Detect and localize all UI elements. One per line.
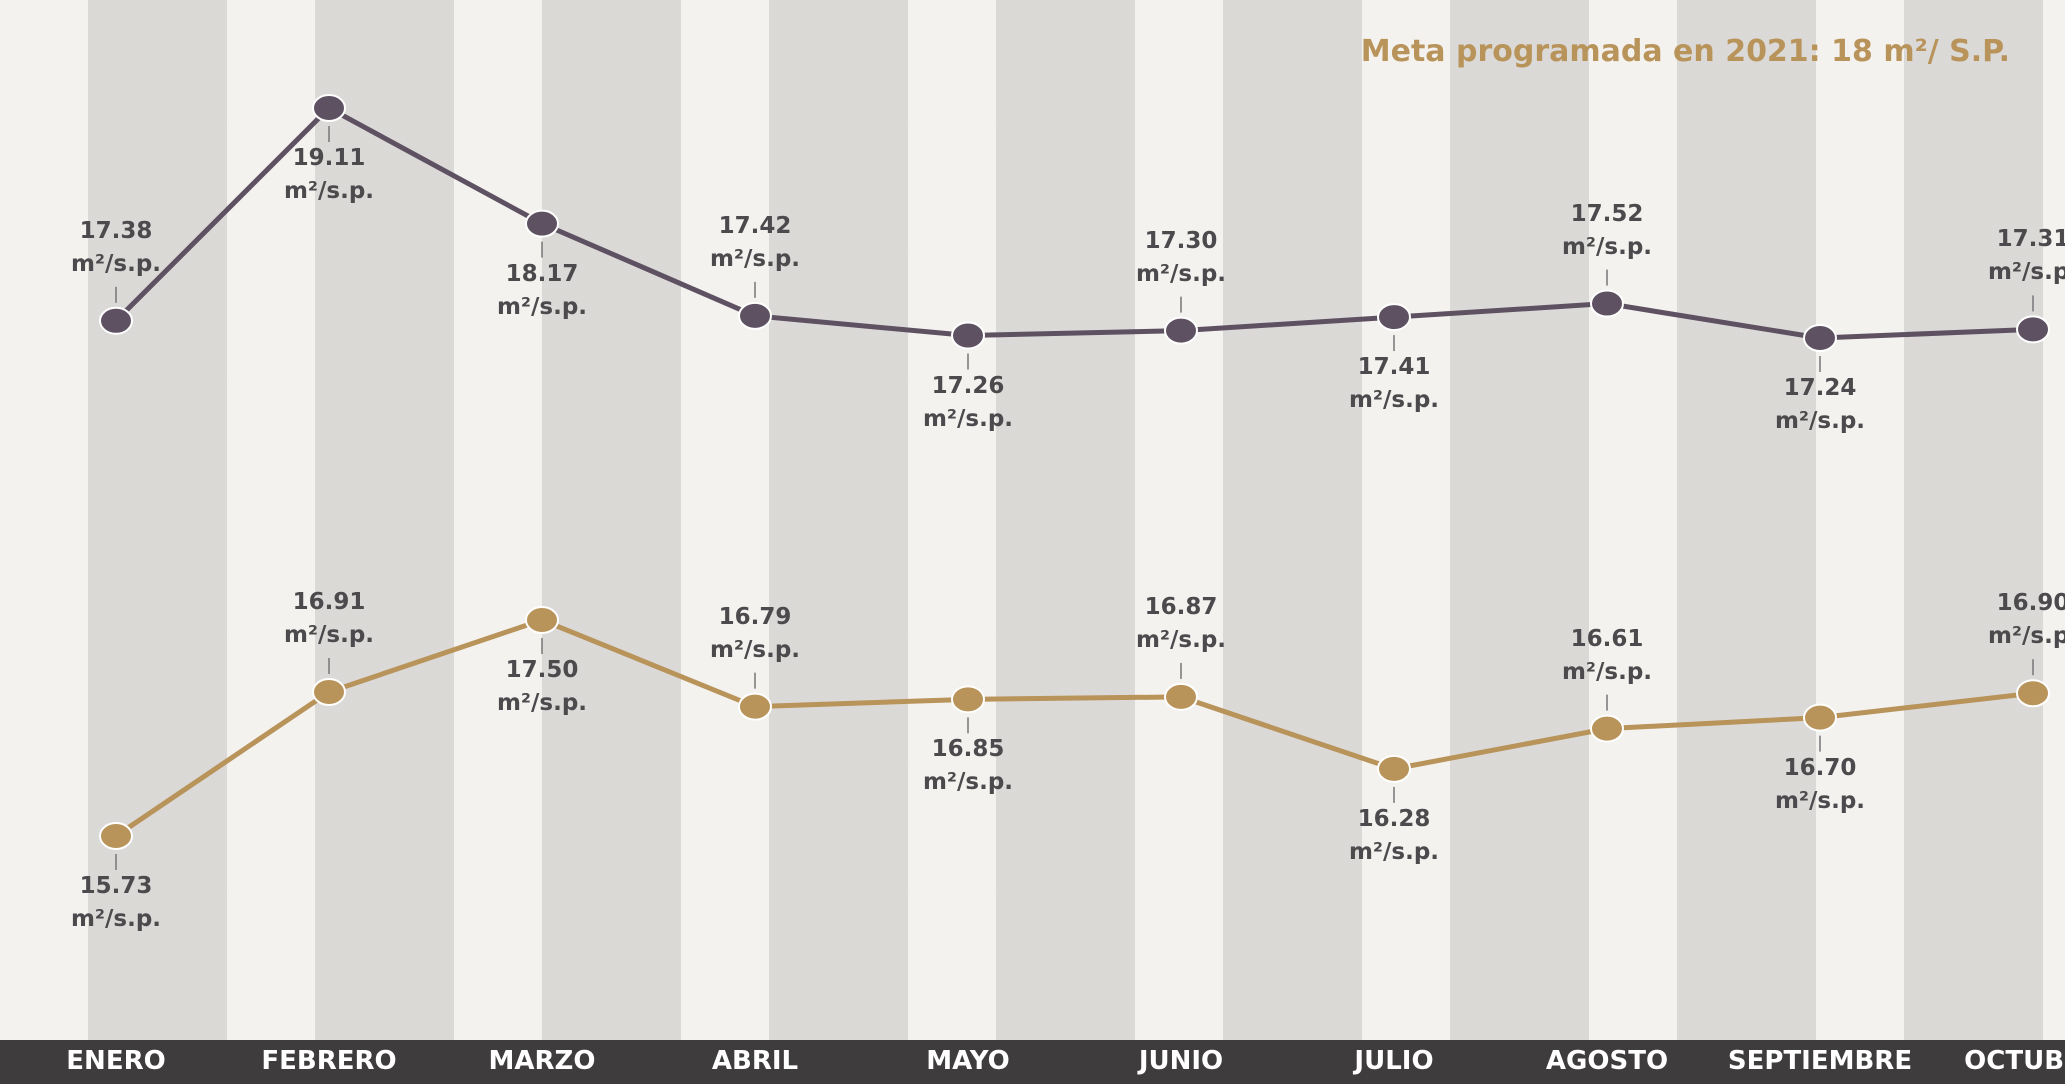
- series-line: [114, 104, 2034, 341]
- data-label: 19.11 m²/s.p.: [283, 145, 375, 204]
- data-label: 17.26 m²/s.p.: [922, 372, 1014, 432]
- x-tick-label: ENERO: [66, 1046, 166, 1076]
- data-label: 16.87 m²/s.p.: [1135, 593, 1227, 653]
- x-tick-label: ABRIL: [711, 1046, 799, 1076]
- point: [1590, 714, 1624, 743]
- point: [525, 606, 559, 634]
- point: [2016, 679, 2050, 708]
- data-label: 17.52 m²/s.p.: [1561, 200, 1653, 260]
- point: [312, 94, 346, 122]
- point: [1164, 316, 1198, 345]
- point: [1803, 324, 1837, 352]
- data-label: 17.30 m²/s.p.: [1135, 227, 1227, 287]
- category-bar: [0, 1040, 2065, 1084]
- data-label: 17.41 m²/s.p.: [1348, 354, 1440, 414]
- x-tick-label: MARZO: [488, 1046, 596, 1076]
- point: [2016, 315, 2050, 344]
- data-label: 16.90 m²/s.p.: [1987, 590, 2065, 650]
- data-label: 16.85 m²/s.p.: [922, 736, 1014, 796]
- point: [1803, 703, 1837, 732]
- point: [1377, 754, 1411, 783]
- x-tick-label: FEBRERO: [261, 1046, 397, 1076]
- data-label: 17.31 m²/s.p.: [1987, 226, 2065, 286]
- data-label: 16.70 m²/s.p.: [1774, 754, 1866, 814]
- point: [738, 301, 772, 330]
- data-label: 16.28 m²/s.p.: [1348, 805, 1440, 865]
- point: [525, 209, 559, 238]
- data-label: 15.73 m²/s.p.: [70, 873, 162, 932]
- x-tick-label: JUNIO: [1138, 1046, 1224, 1076]
- data-label: 17.38 m²/s.p.: [70, 217, 162, 277]
- point: [1377, 303, 1411, 332]
- point: [951, 685, 985, 714]
- series-line: [114, 617, 2034, 839]
- point: [312, 678, 346, 706]
- data-label: 16.79 m²/s.p.: [709, 603, 801, 663]
- x-tick-label: MAYO: [926, 1046, 1010, 1076]
- data-label: 17.50 m²/s.p.: [496, 657, 588, 716]
- x-tick-label: JULIO: [1354, 1046, 1434, 1076]
- x-tick-label: AGOSTO: [1545, 1046, 1669, 1076]
- point: [738, 692, 772, 721]
- point: [1590, 289, 1624, 318]
- data-label: 16.91 m²/s.p.: [283, 589, 375, 648]
- point: [951, 321, 985, 350]
- data-label: 17.24 m²/s.p.: [1774, 375, 1866, 434]
- point: [99, 306, 133, 335]
- data-label: 17.42 m²/s.p.: [709, 212, 801, 272]
- background-stripes: [0, 0, 2065, 1040]
- chart-title: Meta programada en 2021: 18 m²/ S.P.: [1360, 34, 2010, 69]
- data-label: 18.17 m²/s.p.: [496, 260, 588, 320]
- x-tick-label: SEPTIEMBRE: [1727, 1046, 1913, 1076]
- x-tick-label: OCTUBRE: [1964, 1046, 2065, 1076]
- point: [99, 822, 133, 850]
- point: [1164, 682, 1198, 711]
- data-label: 16.61 m²/s.p.: [1561, 625, 1653, 685]
